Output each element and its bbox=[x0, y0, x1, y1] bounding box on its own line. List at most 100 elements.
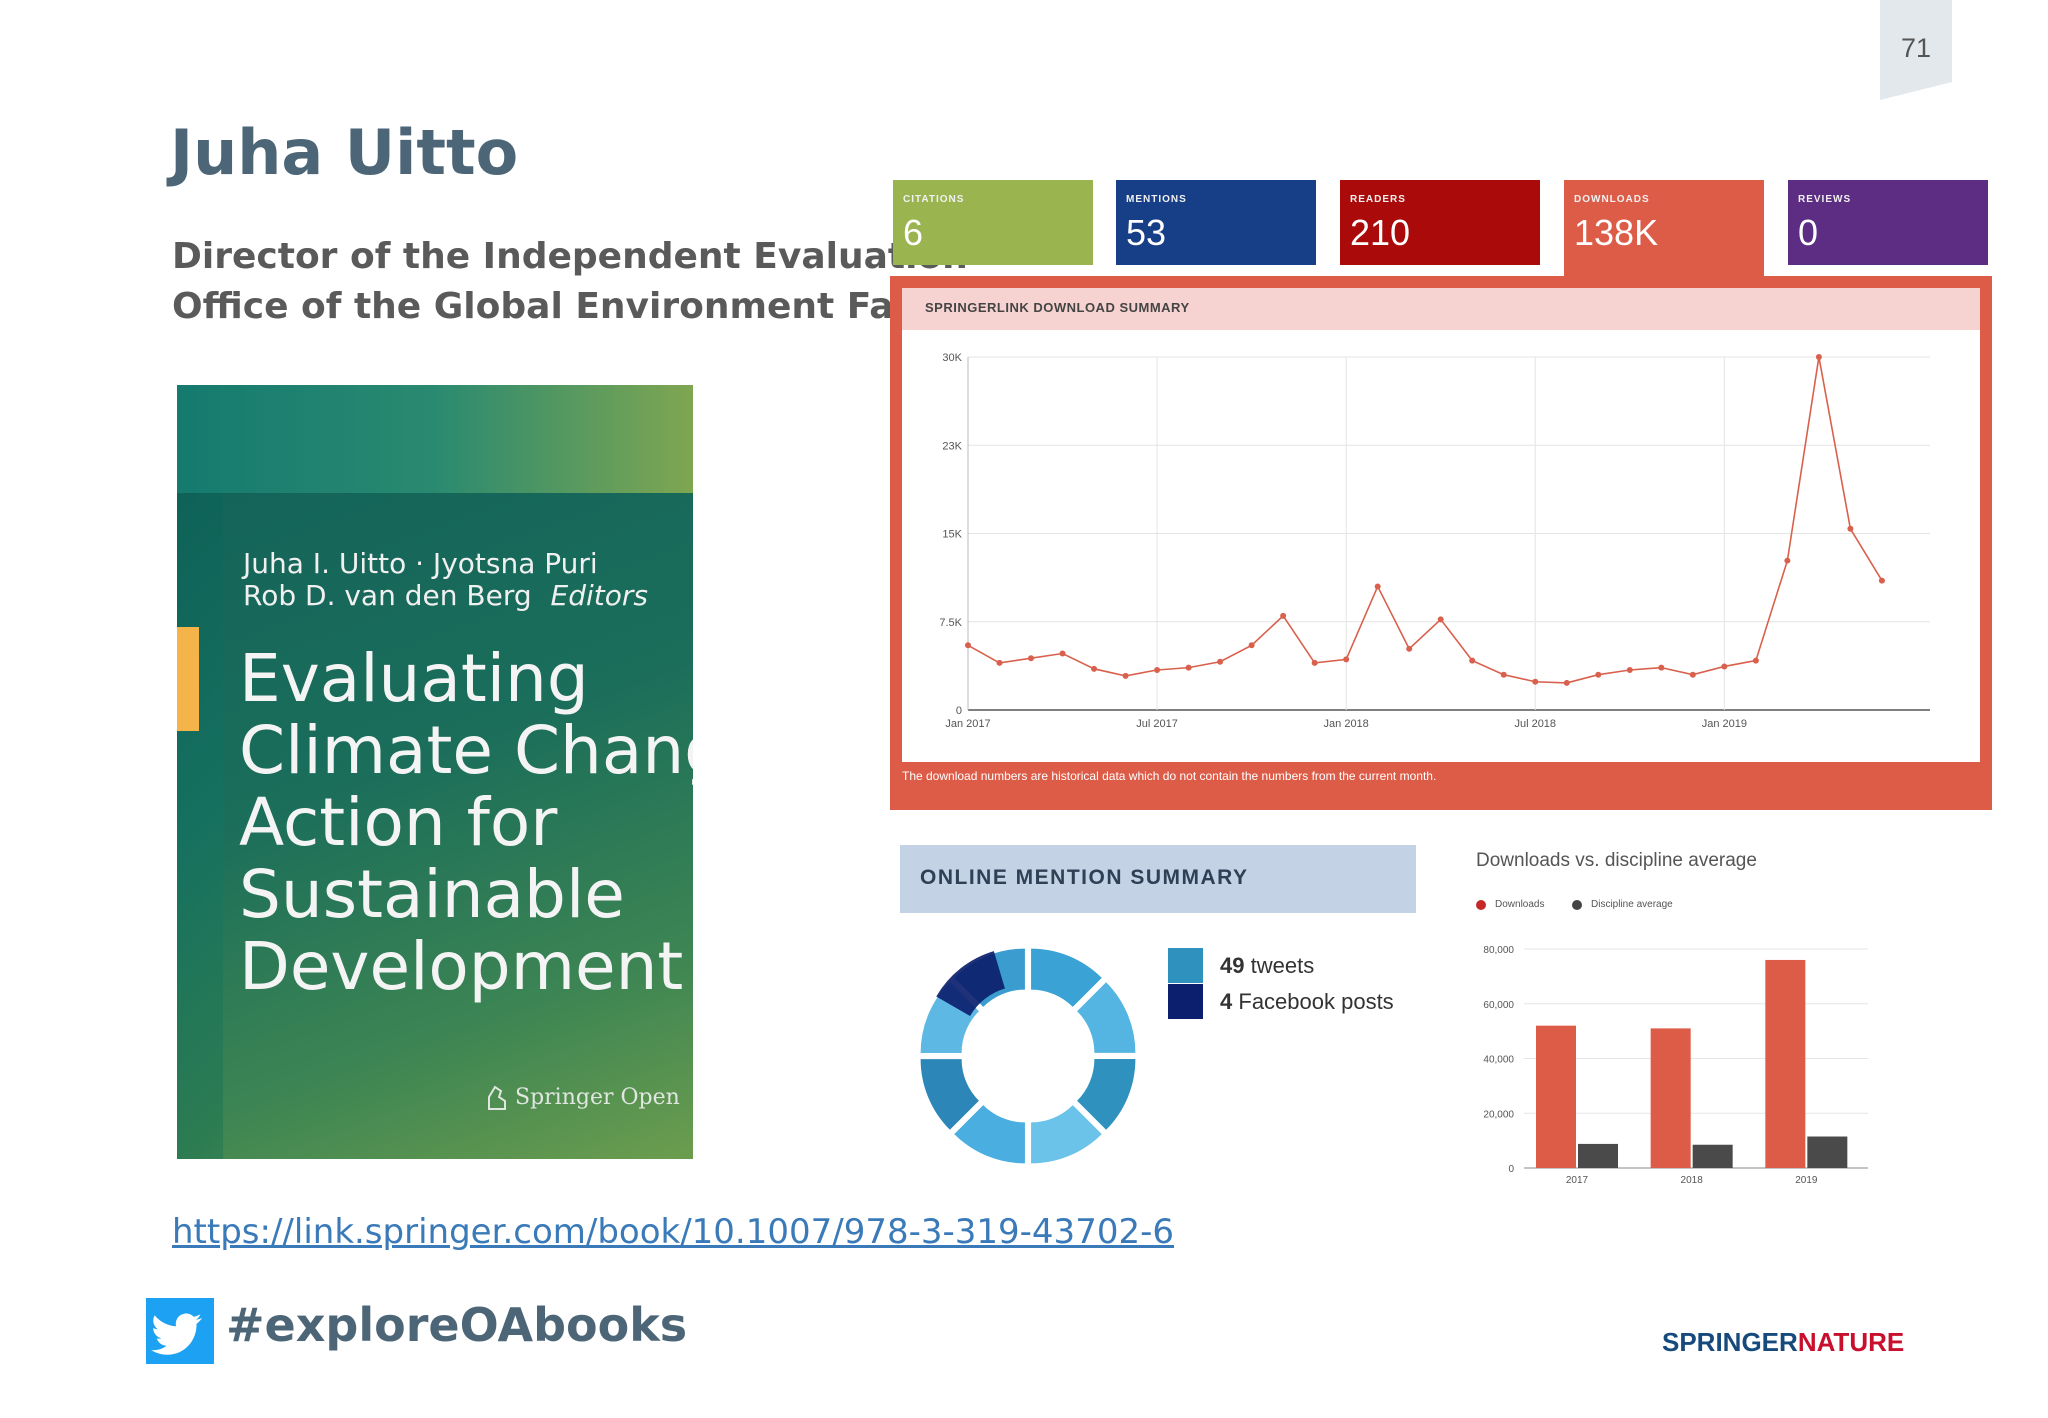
cover-title-line-4: Sustainable bbox=[239, 856, 625, 933]
donut-segment bbox=[924, 963, 1125, 1164]
data-point bbox=[1721, 663, 1728, 670]
cover-editors-suffix: Editors bbox=[550, 579, 648, 612]
legend-label: Facebook posts bbox=[1238, 989, 1394, 1014]
legend-swatch-tweets bbox=[1168, 948, 1203, 983]
data-point bbox=[1217, 658, 1224, 665]
legend-label: tweets bbox=[1250, 953, 1315, 978]
book-link[interactable]: https://link.springer.com/book/10.1007/9… bbox=[172, 1212, 1174, 1252]
cover-title-line-2: Climate Change bbox=[239, 712, 693, 789]
data-point bbox=[1091, 665, 1098, 672]
x-tick-label: Jan 2019 bbox=[1702, 718, 1747, 730]
legend-downloads-label: Downloads bbox=[1495, 899, 1545, 910]
y-tick-label: 0 bbox=[956, 705, 962, 717]
page-title: Juha Uitto bbox=[170, 116, 519, 189]
metric-tile-reviews[interactable]: REVIEWS 0 bbox=[1788, 180, 1988, 265]
bar-y-tick-label: 40,000 bbox=[1483, 1055, 1514, 1066]
bar-y-tick-label: 60,000 bbox=[1483, 1000, 1514, 1011]
legend-dot-discipline bbox=[1572, 900, 1582, 910]
bar-downloads bbox=[1536, 1025, 1576, 1168]
download-summary-title: SPRINGERLINK DOWNLOAD SUMMARY bbox=[925, 300, 1190, 315]
cover-editors-line-1: Juha I. Uitto · Jyotsna Puri bbox=[243, 547, 598, 580]
donut-hole bbox=[970, 998, 1086, 1114]
mention-summary-title: ONLINE MENTION SUMMARY bbox=[920, 866, 1249, 889]
y-tick-label: 15K bbox=[942, 529, 962, 541]
legend-count: 49 bbox=[1220, 953, 1245, 978]
metric-tile-mentions[interactable]: MENTIONS 53 bbox=[1116, 180, 1316, 265]
metric-value: 53 bbox=[1126, 212, 1167, 253]
legend-facebook: 4 Facebook posts bbox=[1220, 989, 1394, 1015]
book-cover[interactable]: Juha I. Uitto · Jyotsna Puri Rob D. van … bbox=[177, 385, 693, 1159]
cover-panel bbox=[223, 493, 693, 1159]
y-tick-label: 7.5K bbox=[939, 617, 962, 629]
legend-tweets: 49 tweets bbox=[1220, 953, 1314, 979]
data-point bbox=[1122, 672, 1129, 679]
x-tick-label: Jan 2017 bbox=[945, 718, 990, 730]
cover-title-line-1: Evaluating bbox=[239, 640, 589, 717]
metric-value: 6 bbox=[903, 212, 924, 253]
data-point bbox=[1343, 656, 1350, 663]
subtitle-line-1: Director of the Independent Evaluation bbox=[172, 236, 968, 277]
brand-part-1: SPRINGER bbox=[1662, 1327, 1798, 1357]
data-point bbox=[1626, 666, 1633, 673]
x-tick-label: Jul 2018 bbox=[1514, 718, 1556, 730]
data-point bbox=[1154, 666, 1161, 673]
data-point bbox=[965, 642, 971, 649]
x-tick-label: Jul 2017 bbox=[1136, 718, 1178, 730]
cover-tab bbox=[177, 627, 199, 731]
metric-tile-citations[interactable]: CITATIONS 6 bbox=[893, 180, 1093, 265]
bar-discipline-average bbox=[1578, 1143, 1618, 1168]
bar-x-tick-label: 2019 bbox=[1795, 1175, 1818, 1186]
data-point bbox=[1028, 655, 1035, 662]
cover-top-band bbox=[177, 385, 693, 493]
bar-discipline-average bbox=[1807, 1136, 1848, 1168]
metric-tile-readers[interactable]: READERS 210 bbox=[1340, 180, 1540, 265]
metric-value: 210 bbox=[1350, 212, 1411, 253]
downloads-series-line bbox=[967, 356, 1883, 684]
brand-part-2: NATURE bbox=[1797, 1327, 1905, 1357]
hashtag: #exploreOAbooks bbox=[226, 1298, 688, 1352]
legend-dot-downloads bbox=[1476, 900, 1486, 910]
metric-label: REVIEWS bbox=[1798, 194, 1852, 205]
data-point bbox=[1847, 525, 1854, 532]
mention-summary-header bbox=[900, 845, 1416, 913]
metric-tile-downloads[interactable]: DOWNLOADS 138K bbox=[1564, 180, 1764, 265]
data-point bbox=[1878, 577, 1885, 584]
cover-editors-names: Rob D. van den Berg bbox=[243, 579, 532, 612]
data-point bbox=[1815, 354, 1822, 360]
bar-y-tick-label: 20,000 bbox=[1483, 1109, 1514, 1120]
metric-label: MENTIONS bbox=[1126, 194, 1187, 205]
download-line-chart: 0 7.5K 15K 23K 30K Jan 2017 Jul 2017 Jan 2018 Ju… bbox=[939, 352, 1930, 730]
data-point bbox=[1752, 657, 1759, 664]
data-point bbox=[1532, 678, 1539, 685]
twitter-icon[interactable] bbox=[146, 1298, 214, 1364]
bar-x-tick-label: 2017 bbox=[1566, 1175, 1589, 1186]
legend-discipline-label: Discipline average bbox=[1591, 899, 1673, 910]
cover-publisher: Springer Open bbox=[515, 1085, 680, 1110]
data-point bbox=[1280, 612, 1287, 619]
springer-nature-logo: SPRINGERNATURE bbox=[1662, 1327, 1904, 1358]
donut-segment bbox=[931, 963, 1132, 1164]
data-point bbox=[1248, 642, 1255, 649]
bar-y-tick-label: 0 bbox=[1508, 1164, 1514, 1175]
bar-downloads bbox=[1650, 1028, 1691, 1168]
metric-label: READERS bbox=[1350, 194, 1406, 205]
subtitle-line-2: Office of the Global Environment Facilit… bbox=[172, 286, 993, 327]
donut-segment bbox=[931, 948, 1132, 1149]
springer-horse-icon bbox=[488, 1085, 506, 1110]
data-point bbox=[1437, 616, 1444, 623]
data-point bbox=[996, 659, 1003, 666]
data-point bbox=[1500, 671, 1507, 678]
data-point bbox=[1469, 657, 1476, 664]
download-summary-header bbox=[902, 288, 1980, 330]
data-point bbox=[1185, 664, 1192, 671]
data-point bbox=[1406, 645, 1413, 652]
downloads-bar-chart: 0 20,000 40,000 60,000 80,000 2017 2018 2019 bbox=[1483, 945, 1868, 1186]
dva-chart-title: Downloads vs. discipline average bbox=[1476, 850, 1757, 871]
data-point bbox=[1658, 664, 1665, 671]
donut-segment bbox=[935, 959, 1136, 1160]
bar-y-tick-label: 80,000 bbox=[1483, 945, 1514, 956]
page-number: 71 bbox=[1880, 0, 1952, 100]
bar-x-tick-label: 2018 bbox=[1681, 1175, 1704, 1186]
metric-value: 138K bbox=[1574, 212, 1659, 253]
bar-discipline-average bbox=[1692, 1144, 1733, 1168]
